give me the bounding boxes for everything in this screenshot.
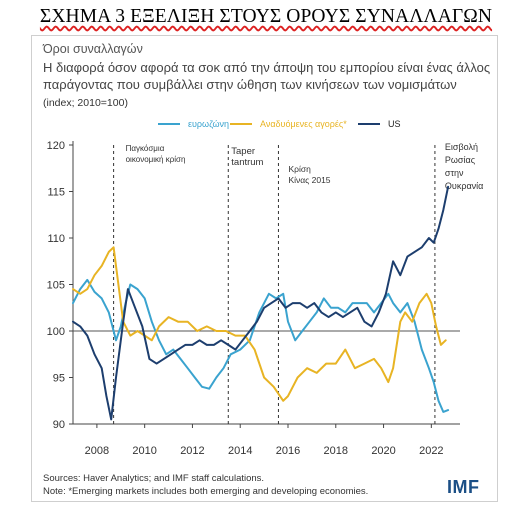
legend-label: Αναδυόμενες αγορές*: [260, 119, 347, 129]
units-label: (index; 2010=100): [43, 97, 128, 109]
x-tick-label: 2018: [324, 445, 348, 457]
y-tick-label: 105: [47, 280, 65, 292]
legend-label: US: [388, 119, 401, 129]
emerging-note: Note: *Emerging markets includes both em…: [43, 486, 369, 497]
y-tick-label: 120: [47, 140, 65, 152]
event-label: Ρωσίας: [445, 155, 476, 165]
series-line: [72, 278, 450, 413]
x-tick-label: 2016: [276, 445, 300, 457]
chart-frame: [31, 35, 498, 502]
x-tick-label: 2014: [228, 445, 252, 457]
event-label: Taper: [231, 146, 255, 157]
y-tick-label: 115: [47, 187, 65, 199]
x-tick-label: 2008: [85, 445, 109, 457]
event-label: Εισβολή: [445, 142, 478, 152]
x-tick-label: 2022: [419, 445, 443, 457]
x-tick-label: 2010: [132, 445, 156, 457]
legend-label: ευρωζώνη: [188, 119, 229, 129]
series-line: [72, 185, 450, 421]
event-label: tantrum: [231, 157, 263, 168]
event-label: Ουκρανία: [445, 181, 483, 191]
y-tick-label: 100: [47, 326, 65, 338]
event-label: στην: [445, 168, 464, 178]
x-tick-label: 2012: [180, 445, 204, 457]
chart-heading-line-2: παράγοντας που συμβάλλει στην ώθηση των …: [43, 77, 457, 92]
source-note: Sources: Haver Analytics; and IMF staff …: [43, 473, 265, 484]
y-tick-label: 95: [53, 373, 65, 385]
event-label: Παγκόσμια: [126, 144, 165, 153]
y-tick-label: 90: [53, 419, 65, 431]
chart-heading-line-1: Η διαφορά όσον αφορά τα σοκ από την άποψ…: [43, 60, 491, 75]
series-line: [72, 246, 447, 402]
x-tick-label: 2020: [371, 445, 395, 457]
figure-title: ΣΧΗΜΑ 3 ΕΞΕΛΙΞΗ ΣΤΟΥΣ ΟΡΟΥΣ ΣΥΝΑΛΛΑΓΩΝ: [39, 6, 493, 27]
event-label: οικονομική κρίση: [126, 155, 186, 164]
chart-subtitle: Όροι συναλλαγών: [43, 42, 143, 56]
event-label: Κρίση: [288, 164, 311, 174]
event-label: Κίνας 2015: [288, 175, 330, 185]
imf-logo: IMF: [447, 477, 480, 497]
y-tick-label: 110: [47, 233, 65, 245]
